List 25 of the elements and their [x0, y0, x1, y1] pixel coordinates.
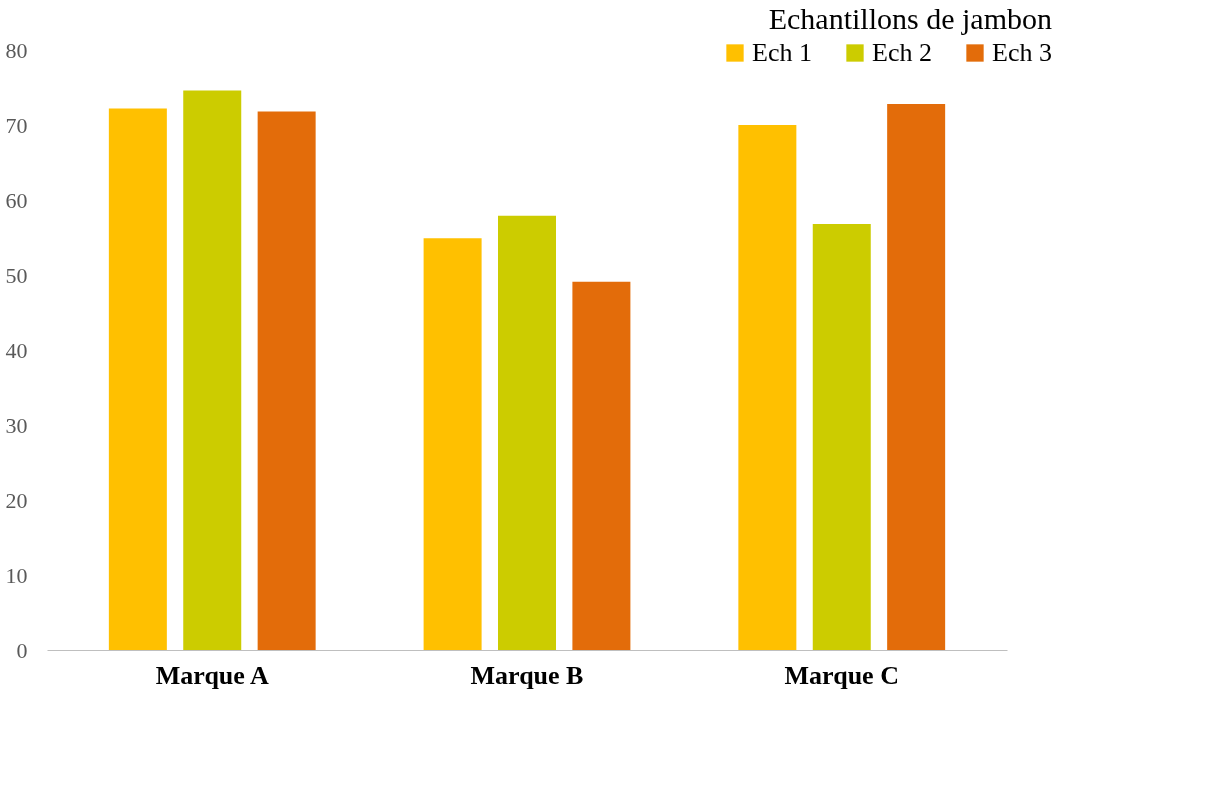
bar: [572, 281, 631, 650]
bar: [183, 90, 242, 650]
bar: [257, 111, 316, 650]
bar: [887, 104, 946, 650]
y-tick-label: 30: [5, 412, 28, 438]
bar: [423, 238, 482, 650]
x-tick-label: Marque A: [155, 660, 269, 690]
bar: [738, 125, 797, 650]
y-tick-label: 0: [16, 637, 28, 663]
legend-label: Ech 3: [992, 38, 1052, 67]
bar: [812, 224, 871, 650]
y-tick-label: 70: [5, 112, 28, 138]
legend-title: Echantillons de jambon: [768, 2, 1052, 35]
legend-label: Ech 1: [752, 38, 812, 67]
legend-label: Ech 2: [872, 38, 932, 67]
bar: [498, 215, 556, 650]
y-tick-label: 80: [5, 37, 28, 63]
x-tick-label: Marque C: [784, 660, 899, 690]
y-tick-label: 50: [5, 262, 28, 288]
y-tick-label: 10: [5, 562, 28, 588]
bar: [108, 108, 167, 650]
x-tick-label: Marque B: [470, 660, 584, 690]
y-tick-label: 40: [5, 337, 28, 363]
y-tick-label: 20: [5, 487, 28, 513]
y-tick-label: 60: [5, 187, 28, 213]
